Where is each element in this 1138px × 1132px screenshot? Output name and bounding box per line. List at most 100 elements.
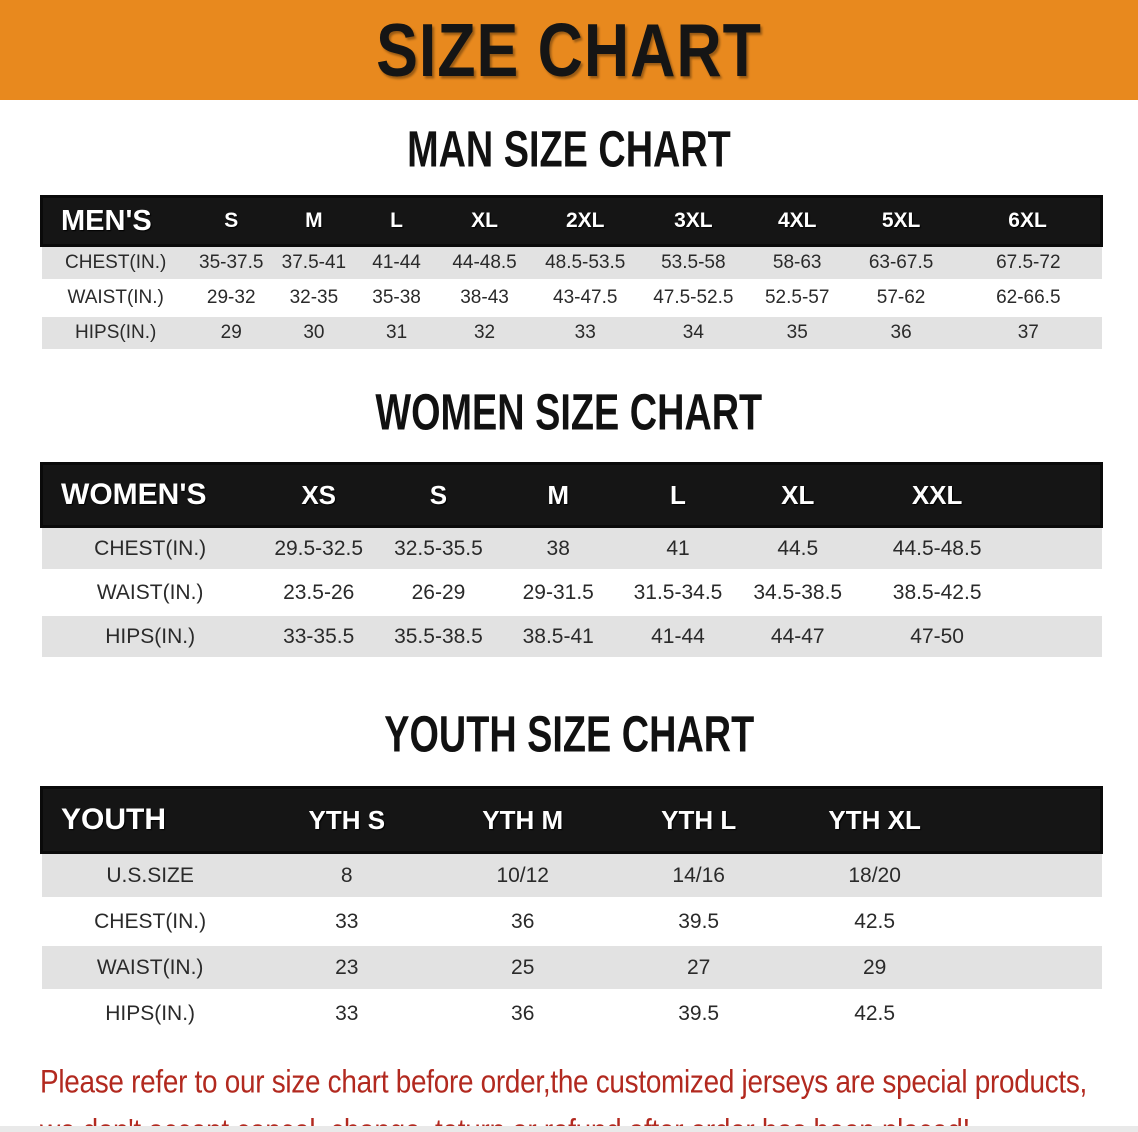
size-value-cell: 57-62	[847, 279, 956, 316]
table-row: U.S.SIZE 8 10/12 14/16 18/20	[41, 851, 1102, 899]
measurement-label: WAIST(IN.)	[41, 569, 259, 615]
size-value-cell: 38.5-41	[498, 613, 619, 657]
size-value-cell: 39.5	[610, 989, 787, 1035]
size-value-cell: 44.5-48.5	[857, 525, 1017, 571]
size-value-cell: 36	[434, 897, 611, 945]
size-column-header: L	[355, 195, 438, 247]
row-spacer-cell	[1016, 525, 1102, 571]
size-value-cell: 29	[189, 314, 273, 349]
footer-note: Please refer to our size chart before or…	[40, 1061, 1118, 1132]
size-value-cell: 43-47.5	[531, 279, 640, 316]
size-column-header: 3XL	[639, 195, 748, 247]
size-column-header: L	[618, 462, 738, 528]
size-value-cell: 67.5-72	[955, 244, 1102, 281]
size-column-header: XXL	[857, 462, 1017, 528]
size-value-cell: 30	[272, 314, 356, 349]
size-value-cell: 18/20	[786, 851, 963, 899]
row-spacer-cell	[1016, 613, 1102, 657]
measurement-label: CHEST(IN.)	[41, 525, 259, 571]
measurement-label: CHEST(IN.)	[41, 244, 190, 281]
table-row: HIPS(IN.) 33-35.5 35.5-38.5 38.5-41 41-44 44-…	[41, 613, 1102, 657]
size-value-cell: 41-44	[618, 613, 738, 657]
size-value-cell: 63-67.5	[847, 244, 956, 281]
size-value-cell: 36	[847, 314, 956, 349]
size-value-cell: 35	[747, 314, 848, 349]
size-value-cell: 27	[610, 943, 787, 991]
size-column-header: S	[189, 195, 273, 247]
measurement-label: U.S.SIZE	[41, 851, 259, 899]
table-row: HIPS(IN.) 33 36 39.5 42.5	[41, 989, 1102, 1035]
size-value-cell: 23	[258, 943, 435, 991]
measurement-label: WAIST(IN.)	[41, 943, 259, 991]
row-spacer-cell	[962, 989, 1102, 1035]
size-value-cell: 31.5-34.5	[618, 569, 738, 615]
size-value-cell: 47-50	[857, 613, 1017, 657]
table-header-row: MEN'S S M L XL 2XL 3XL 4XL 5XL 6XL	[39, 195, 1104, 247]
size-value-cell: 31	[355, 314, 438, 349]
size-value-cell: 48.5-53.5	[531, 244, 640, 281]
size-column-header: M	[272, 195, 356, 247]
size-value-cell: 32	[437, 314, 532, 349]
size-value-cell: 14/16	[610, 851, 787, 899]
table-row: CHEST(IN.) 33 36 39.5 42.5	[41, 897, 1102, 945]
mens-size-table: MEN'S S M L XL 2XL 3XL 4XL 5XL 6XL CHEST(IN.) 35-37…	[39, 195, 1104, 349]
size-value-cell: 44-48.5	[437, 244, 532, 281]
table-row: WAIST(IN.) 23 25 27 29	[41, 943, 1102, 991]
table-group-label: MEN'S	[39, 195, 190, 247]
size-value-cell: 39.5	[610, 897, 787, 945]
measurement-label: CHEST(IN.)	[41, 897, 259, 945]
size-value-cell: 41-44	[355, 244, 438, 281]
size-value-cell: 29	[786, 943, 963, 991]
table-row: CHEST(IN.) 35-37.5 37.5-41 41-44 44-48.5 48.5…	[41, 244, 1102, 281]
size-value-cell: 36	[434, 989, 611, 1035]
size-column-header: 5XL	[847, 195, 956, 247]
size-value-cell: 26-29	[378, 569, 499, 615]
youth-section: YOUTH SIZE CHART YOUTH YTH S YTH M YTH L YTH…	[0, 657, 1138, 1035]
table-row: HIPS(IN.) 29 30 31 32 33 34 35 36 37	[41, 314, 1102, 349]
footer-line-1: Please refer to our size chart before or…	[40, 1061, 1118, 1110]
size-column-header: YTH M	[434, 786, 611, 854]
table-row: CHEST(IN.) 29.5-32.5 32.5-35.5 38 41 44.5 44.5…	[41, 525, 1102, 571]
size-value-cell: 33	[531, 314, 640, 349]
table-row: WAIST(IN.) 29-32 32-35 35-38 38-43 43-47.5 47.…	[41, 279, 1102, 316]
womens-section-heading: WOMEN SIZE CHART	[0, 349, 1138, 462]
size-value-cell: 42.5	[786, 897, 963, 945]
size-column-header: S	[378, 462, 499, 528]
size-value-cell: 44.5	[737, 525, 858, 571]
size-value-cell: 42.5	[786, 989, 963, 1035]
size-value-cell: 23.5-26	[258, 569, 379, 615]
size-column-header: XS	[258, 462, 379, 528]
measurement-label: HIPS(IN.)	[41, 989, 259, 1035]
youth-section-heading-text: YOUTH SIZE CHART	[383, 706, 754, 764]
size-value-cell: 41	[618, 525, 738, 571]
size-value-cell: 35-37.5	[189, 244, 273, 281]
size-column-header: 6XL	[955, 195, 1104, 247]
size-value-cell: 32.5-35.5	[378, 525, 499, 571]
size-value-cell: 33-35.5	[258, 613, 379, 657]
table-header-row: YOUTH YTH S YTH M YTH L YTH XL	[39, 786, 1103, 854]
size-value-cell: 29-31.5	[498, 569, 619, 615]
size-value-cell: 38-43	[437, 279, 532, 316]
size-value-cell: 29.5-32.5	[258, 525, 379, 571]
size-value-cell: 37	[955, 314, 1102, 349]
row-spacer-cell	[962, 943, 1102, 991]
size-value-cell: 35.5-38.5	[378, 613, 499, 657]
size-value-cell: 38.5-42.5	[857, 569, 1017, 615]
size-value-cell: 10/12	[434, 851, 611, 899]
womens-section: WOMEN SIZE CHART WOMEN'S XS S M L XL XXL CHEST(…	[0, 349, 1138, 657]
size-value-cell: 53.5-58	[639, 244, 748, 281]
size-value-cell: 25	[434, 943, 611, 991]
size-value-cell: 8	[258, 851, 435, 899]
bottom-edge-strip	[0, 1126, 1138, 1132]
size-value-cell: 52.5-57	[747, 279, 848, 316]
measurement-label: WAIST(IN.)	[41, 279, 190, 316]
header-spacer-cell	[962, 786, 1103, 854]
womens-section-heading-text: WOMEN SIZE CHART	[375, 384, 763, 442]
size-column-header: XL	[437, 195, 532, 247]
size-column-header: YTH L	[610, 786, 787, 854]
mens-section-heading: MAN SIZE CHART	[0, 100, 1138, 195]
size-value-cell: 58-63	[747, 244, 848, 281]
size-column-header: 4XL	[747, 195, 848, 247]
table-row: WAIST(IN.) 23.5-26 26-29 29-31.5 31.5-34.5 34…	[41, 569, 1102, 615]
